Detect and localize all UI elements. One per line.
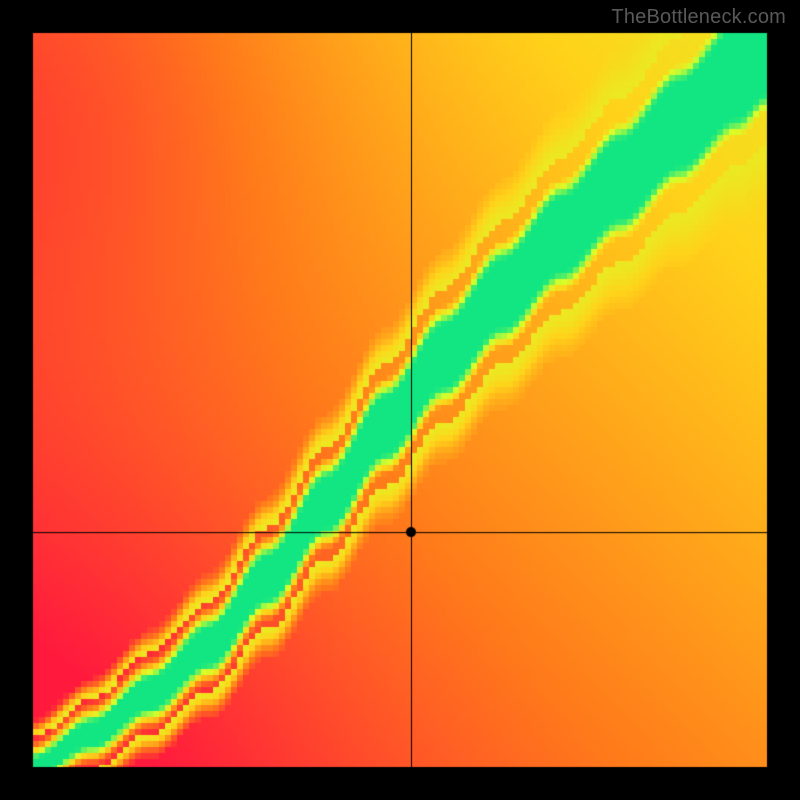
bottleneck-heatmap (0, 0, 800, 800)
watermark-text: TheBottleneck.com (611, 6, 786, 29)
